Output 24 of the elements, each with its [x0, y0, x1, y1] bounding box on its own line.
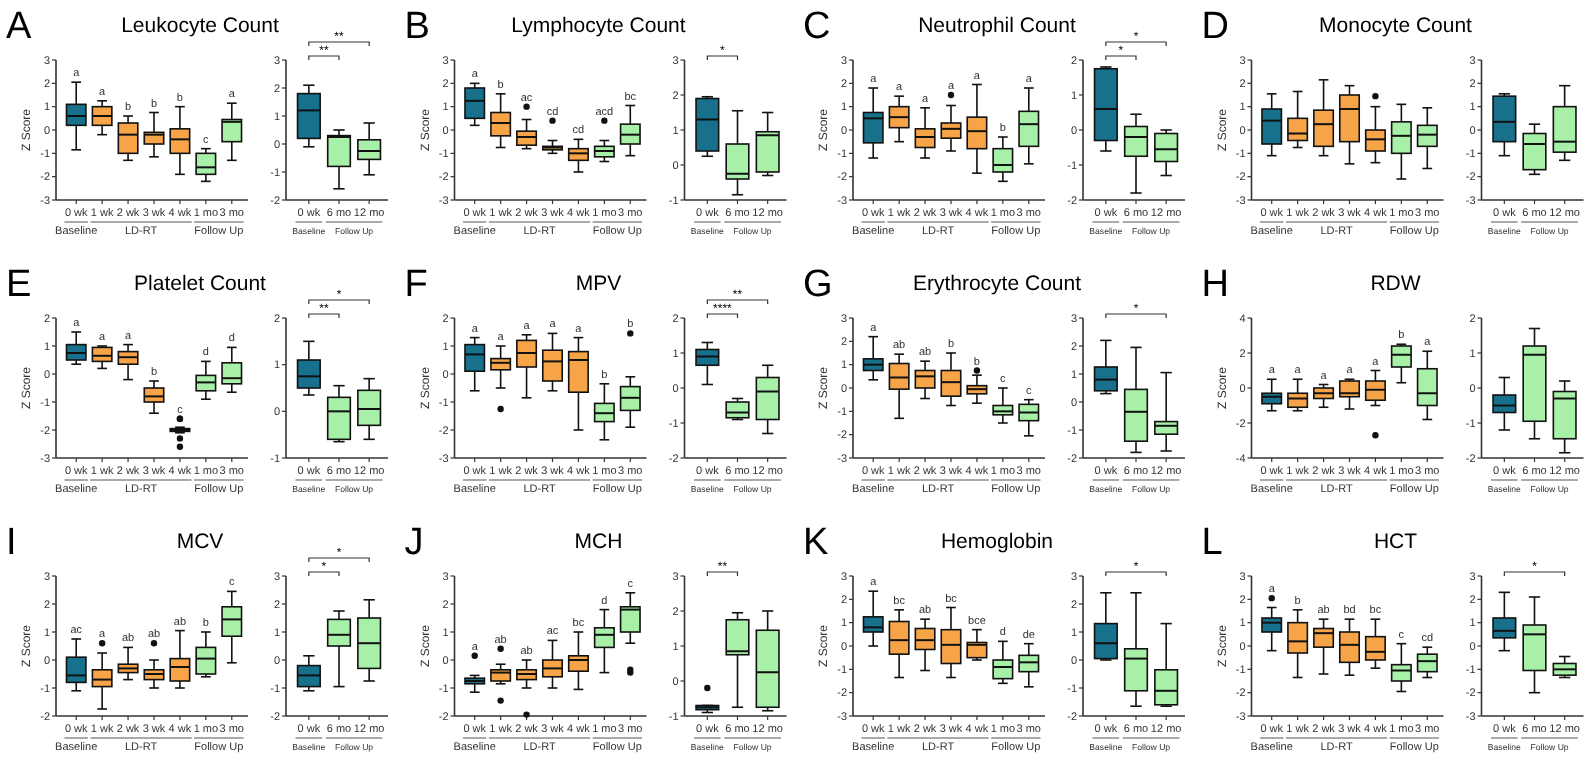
chart-title: Platelet Count — [134, 272, 267, 296]
chart-subtitle: F — [404, 264, 428, 306]
chart-subtitle: I — [6, 522, 17, 564]
chart-title: MPV — [575, 272, 622, 296]
chart-title: Hemoglobin — [940, 530, 1054, 554]
chart-title: HCT — [1373, 530, 1419, 554]
chart-title: Lymphocyte Count — [511, 14, 686, 38]
chart-title: Monocyte Count — [1319, 14, 1473, 38]
chart-subtitle: B — [404, 6, 430, 48]
chart-subtitle: G — [803, 264, 833, 306]
chart-title: MCH — [574, 530, 623, 554]
chart-subtitle: J — [404, 522, 424, 564]
chart-subtitle: E — [6, 264, 32, 306]
chart-title: Leukocyte Count — [121, 14, 279, 38]
chart-title: Erythrocyte Count — [912, 272, 1082, 296]
chart-title: RDW — [1370, 272, 1421, 296]
chart-title: MCV — [176, 530, 224, 554]
chart-subtitle: D — [1201, 6, 1229, 48]
chart-subtitle: K — [803, 522, 829, 564]
chart-subtitle: L — [1201, 522, 1223, 564]
chart-subtitle: C — [803, 6, 831, 48]
chart-title: Neutrophil Count — [918, 14, 1076, 38]
chart-subtitle: H — [1201, 264, 1229, 306]
chart-subtitle: A — [6, 6, 32, 48]
